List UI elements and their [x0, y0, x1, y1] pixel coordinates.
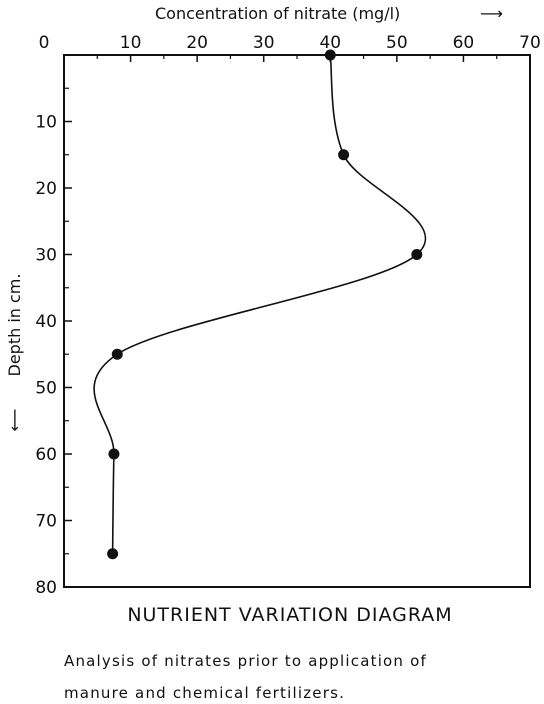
y-axis-arrow: ⟵ — [5, 408, 24, 431]
x-tick-label: 50 — [386, 33, 408, 53]
y-tick-label: 40 — [35, 312, 57, 332]
nitrate-curve — [93, 54, 427, 554]
y-tick-label: 70 — [35, 512, 57, 532]
y-tick-label: 30 — [35, 246, 57, 266]
y-tick-label: 50 — [35, 379, 57, 399]
y-axis-ticks: 10 20 30 40 50 60 70 80 — [35, 87, 72, 598]
x-tick-label: 0 — [39, 33, 50, 53]
x-tick-label: 40 — [319, 33, 341, 53]
x-axis-ticks: 0 10 20 30 40 50 60 70 — [39, 33, 541, 62]
chart-title: NUTRIENT VARIATION DIAGRAM — [127, 604, 453, 626]
data-point — [338, 149, 350, 161]
data-points — [107, 49, 423, 560]
x-axis-title: Concentration of nitrate (mg/l) — [155, 4, 400, 23]
y-axis-title: Depth in cm. — [5, 274, 24, 377]
data-point — [108, 448, 120, 460]
y-tick-label: 10 — [35, 113, 57, 133]
caption-line-2: manure and chemical fertilizers. — [64, 684, 346, 702]
caption-line-1: Analysis of nitrates prior to applicatio… — [64, 652, 427, 670]
x-tick-label: 30 — [253, 33, 275, 53]
data-point — [411, 249, 423, 260]
y-tick-label: 60 — [35, 445, 57, 465]
y-tick-label: 80 — [35, 578, 57, 598]
data-point — [324, 49, 336, 61]
x-tick-label: 20 — [186, 33, 208, 53]
x-tick-label: 70 — [519, 33, 541, 53]
data-point — [107, 548, 119, 560]
y-tick-label: 20 — [35, 179, 57, 199]
plot-frame — [63, 54, 531, 588]
x-axis-arrow: ⟶ — [480, 4, 503, 23]
data-point — [111, 348, 123, 360]
x-tick-label: 60 — [453, 33, 475, 53]
x-tick-label: 10 — [120, 33, 142, 53]
